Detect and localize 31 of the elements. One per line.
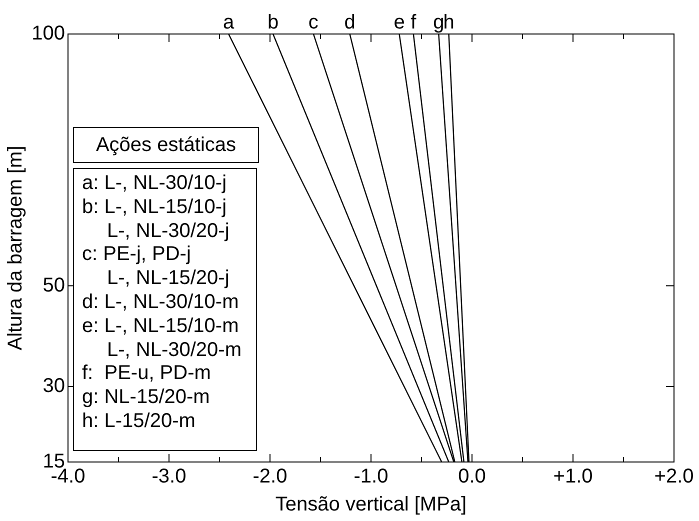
annotation: L-, NL-30/20-j <box>106 220 230 244</box>
series-label: c <box>308 12 318 34</box>
series-label: e <box>394 12 405 34</box>
x-tick-label: +2.0 <box>654 466 694 488</box>
x-tick-label: 0.0 <box>458 466 486 488</box>
annotation: a: L-, NL-30/10-j <box>81 172 228 196</box>
legend-label: a <box>223 12 236 34</box>
annotation: g: NL-15/20-m <box>81 386 211 410</box>
annotation: L-, NL-30/20-m <box>106 338 242 362</box>
annotation: b: L-, NL-15/10-j <box>81 196 228 220</box>
series-label: b <box>267 12 279 34</box>
annotation: h: L-15/20-m <box>81 410 196 434</box>
legend-label: g <box>433 12 444 34</box>
y-axis-title: Altura da barragem [m] <box>4 146 27 350</box>
x-tick-label: +1.0 <box>553 466 593 488</box>
series-label: f <box>410 12 417 34</box>
y-tick-label: 50 <box>42 274 65 296</box>
series-label: h <box>443 12 454 34</box>
heading-box: Ações estáticas <box>73 127 259 163</box>
annotation: f: PE-u, PD-m <box>81 362 212 386</box>
annotation: d: L-, NL-30/10-m <box>81 290 240 315</box>
x-tick-label: -2.0 <box>252 466 288 488</box>
legend-label: d <box>344 12 356 34</box>
y-tick-label: 30 <box>42 374 65 397</box>
x-tick-label: -1.0 <box>354 466 388 488</box>
x-axis-title: Tensão vertical [MPa] <box>275 494 467 516</box>
annotation: c: PE-j, PD-j <box>81 243 192 268</box>
annotation: L-, NL-15/20-j <box>106 267 230 291</box>
y-tick-label: 100 <box>32 22 65 45</box>
x-tick-label: -3.0 <box>152 466 186 488</box>
annotation: e: L-, NL-15/10-m <box>81 314 240 339</box>
